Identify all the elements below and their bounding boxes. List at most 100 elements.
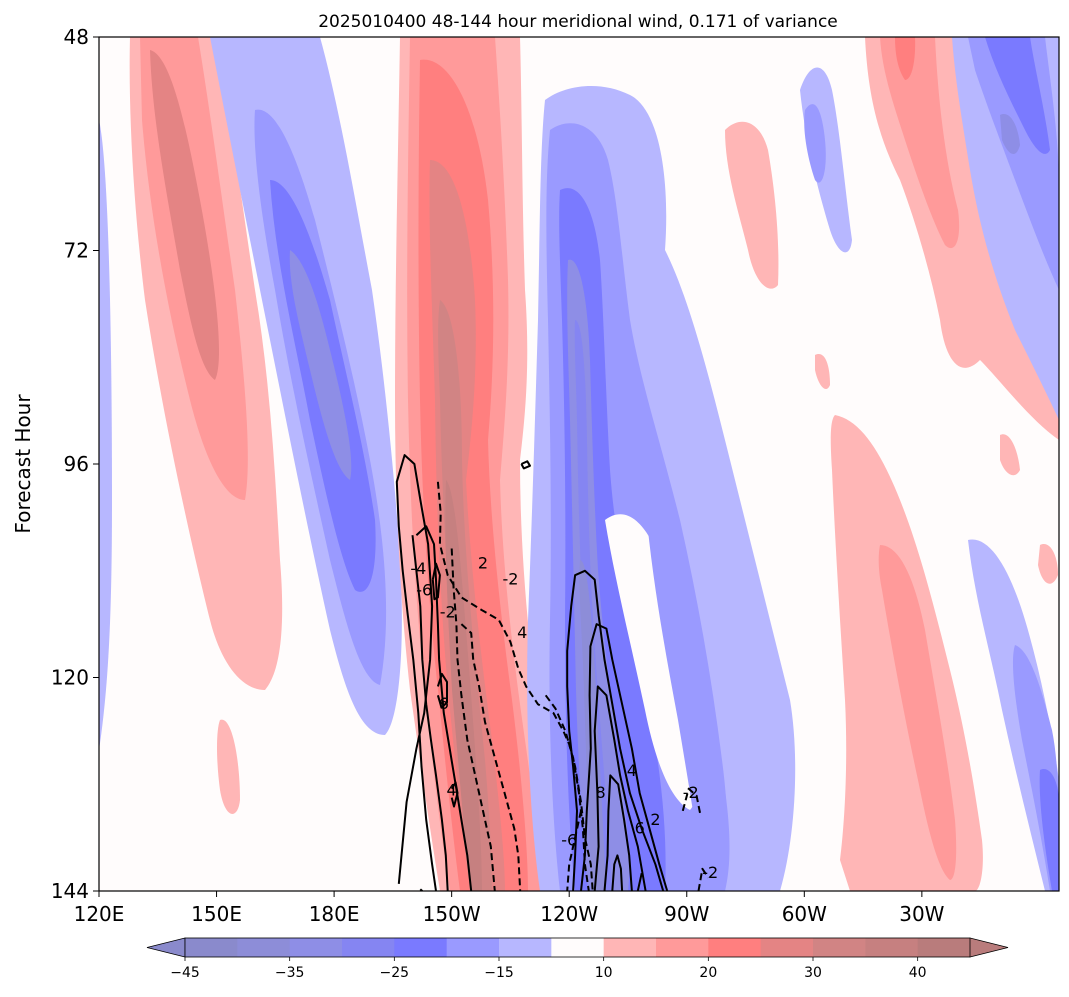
contour-label: -2 (440, 603, 456, 622)
positive-anomaly-band (880, 37, 960, 249)
y-tick-label: 96 (64, 452, 89, 476)
contour-label: -4 (410, 559, 426, 578)
contour-lines (395, 454, 710, 891)
positive-contour (395, 454, 437, 891)
filled-contours (99, 37, 1059, 891)
colorbar-tick-label: −45 (170, 965, 200, 981)
x-tick-label: 120E (74, 902, 125, 926)
colorbar-swatch (185, 938, 238, 957)
colorbar-swatch (865, 938, 919, 957)
negative-contour (681, 787, 702, 816)
positive-anomaly-band (217, 719, 240, 814)
x-tick-label: 30W (899, 902, 944, 926)
colorbar-swatch (237, 938, 291, 957)
colorbar-swatch (708, 938, 762, 957)
contour-label: -6 (416, 580, 432, 599)
positive-contour (636, 872, 643, 891)
colorbar-tick-label: −35 (275, 965, 305, 981)
x-tick-label: 180E (309, 902, 360, 926)
positive-contour (603, 774, 633, 891)
colorbar-tick-label: −15 (484, 965, 514, 981)
y-axis: 48 72 96 120 144 (51, 25, 99, 903)
positive-contour (411, 535, 449, 891)
positive-contour (436, 672, 448, 709)
positive-contour (593, 685, 647, 891)
x-tick-label: 120W (540, 902, 598, 926)
negative-contour (566, 810, 582, 891)
colorbar-frame (184, 937, 971, 958)
colorbar-swatch (499, 938, 552, 957)
positive-contour (566, 569, 665, 891)
y-axis-label: Forecast Hour (11, 394, 35, 534)
positive-anomaly-band (445, 480, 482, 891)
positive-anomaly-band (725, 121, 779, 289)
colorbar-tick-label: 40 (909, 965, 927, 981)
colorbar-tick-label: 20 (699, 965, 717, 981)
contour-label: 6 (439, 694, 449, 713)
x-tick-label: 60W (782, 902, 827, 926)
positive-contour (611, 854, 624, 891)
positive-contour (580, 623, 669, 891)
negative-contour (436, 481, 594, 891)
negative-anomaly-band (1039, 769, 1059, 891)
contour-label: 4 (447, 780, 457, 799)
colorbar-swatch (342, 938, 395, 957)
negative-anomaly-band (579, 560, 606, 891)
colorbar-tick-label: −25 (380, 965, 410, 981)
contour-label: -2 (683, 783, 699, 802)
negative-contour (697, 867, 710, 891)
colorbar-extend-max (969, 937, 1009, 958)
colorbar-tick-label: 30 (804, 965, 822, 981)
negative-anomaly-band (985, 37, 1050, 154)
negative-anomaly-band (605, 514, 702, 810)
contour-label: -2 (702, 863, 718, 882)
colorbar-swatch (760, 938, 814, 957)
chart-title: 2025010400 48-144 hour meridional wind, … (318, 12, 838, 32)
positive-contour (431, 562, 441, 601)
colorbar-swatch (551, 938, 605, 957)
negative-anomaly-band (574, 320, 612, 891)
negative-anomaly-band (289, 250, 352, 480)
contour-label: 2 (650, 810, 660, 829)
negative-contour (460, 623, 522, 891)
negative-contour (450, 548, 496, 891)
positive-anomaly-band (850, 873, 880, 891)
positive-anomaly-band (1000, 434, 1020, 476)
positive-contour (450, 781, 459, 808)
x-tick-label: 150W (423, 902, 481, 926)
positive-anomaly-band (815, 354, 830, 390)
negative-anomaly-band (99, 120, 112, 750)
negative-anomaly-band (1000, 114, 1020, 155)
colorbar-swatch (656, 938, 709, 957)
negative-anomaly-band (804, 104, 826, 183)
colorbar-swatch (394, 938, 448, 957)
x-axis: 120E 150E 180E 150W 120W 90W 60W 30W (74, 891, 945, 926)
positive-contour (415, 525, 473, 891)
contour-label: 4 (517, 623, 527, 642)
y-tick-label: 48 (64, 25, 89, 49)
colorbar: −45 −35 −25 −15 10 20 30 40 (146, 937, 1009, 981)
contour-label: -6 (561, 830, 577, 849)
contour-label: -2 (502, 570, 518, 589)
contour-label: 4 (627, 761, 637, 780)
contour-label: 6 (635, 819, 645, 838)
negative-anomaly-band (645, 500, 730, 891)
contour-label: 2 (478, 554, 488, 573)
colorbar-swatch (289, 938, 343, 957)
colorbar-extend-min (146, 937, 186, 958)
y-tick-label: 120 (51, 666, 89, 690)
y-tick-label: 72 (64, 239, 89, 263)
colorbar-tick-label: 10 (595, 965, 613, 981)
contour-label: 8 (595, 783, 605, 802)
x-tick-label: 150E (191, 902, 242, 926)
positive-contour (520, 460, 531, 470)
positive-anomaly-band (895, 37, 916, 80)
positive-anomaly-band (1038, 544, 1058, 584)
colorbar-swatch (603, 938, 657, 957)
colorbar-swatch (813, 938, 866, 957)
colorbar-swatch (446, 938, 500, 957)
colorbar-swatch (917, 938, 971, 957)
